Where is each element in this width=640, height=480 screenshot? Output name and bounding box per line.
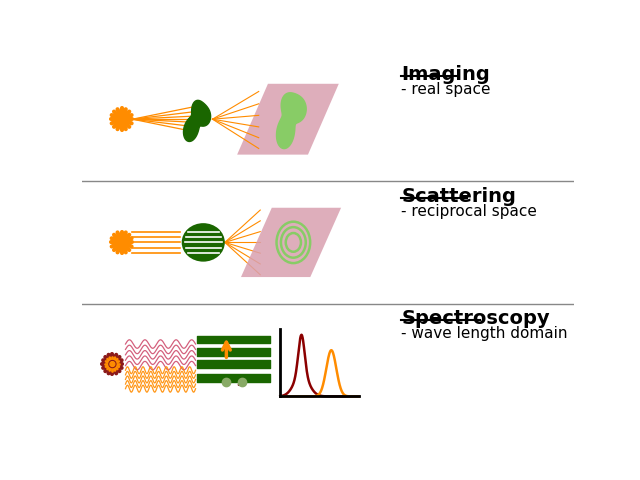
Circle shape [118, 239, 125, 246]
Text: - real space: - real space [401, 82, 491, 97]
Polygon shape [276, 93, 306, 149]
Text: - wave length domain: - wave length domain [401, 326, 568, 341]
Circle shape [110, 361, 115, 367]
Polygon shape [237, 84, 339, 155]
Ellipse shape [182, 223, 225, 262]
Polygon shape [241, 208, 341, 277]
Text: Scattering: Scattering [401, 187, 516, 206]
Polygon shape [184, 100, 211, 142]
Text: - reciprocal space: - reciprocal space [401, 204, 537, 219]
Text: Spectroscopy: Spectroscopy [401, 310, 550, 328]
Circle shape [109, 360, 116, 368]
Circle shape [118, 115, 125, 123]
Text: Imaging: Imaging [401, 65, 490, 84]
